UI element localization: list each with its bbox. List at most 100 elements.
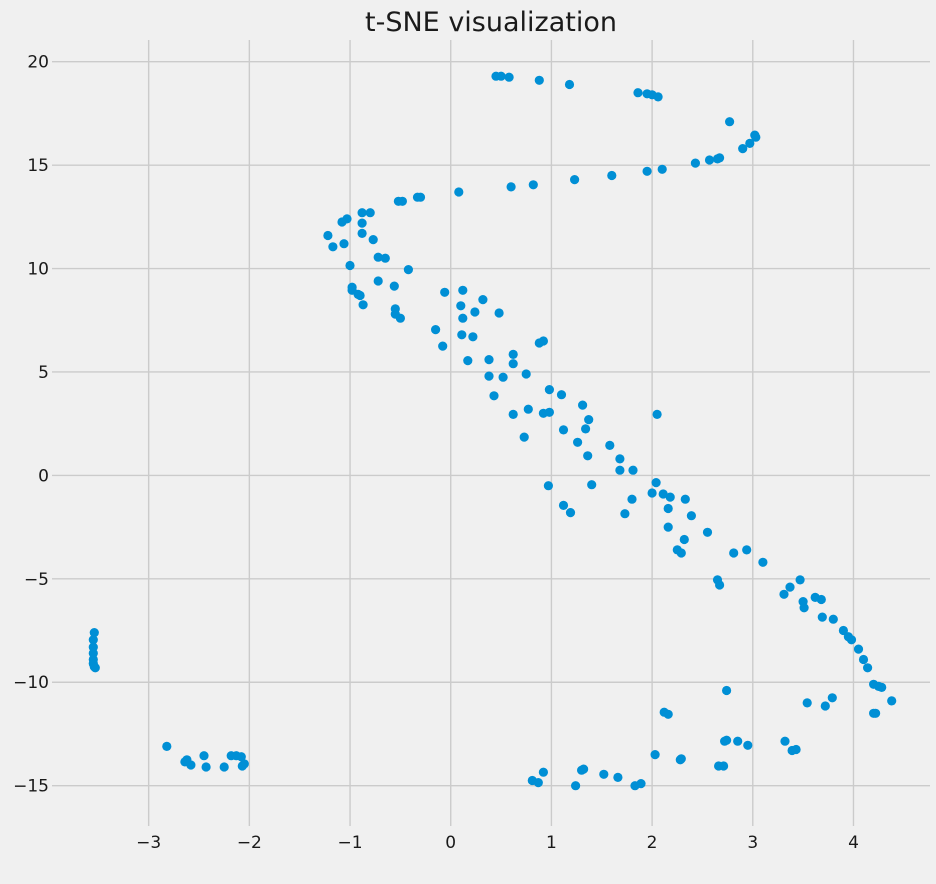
scatter-point <box>90 663 100 673</box>
scatter-point <box>357 218 367 228</box>
scatter-point <box>816 594 826 605</box>
scatter-point <box>686 511 697 521</box>
scatter-point <box>795 575 805 585</box>
scatter-point <box>779 589 789 599</box>
scatter-point <box>186 760 196 770</box>
scatter-point <box>355 290 365 301</box>
scatter-point <box>470 307 480 317</box>
scatter-point <box>89 628 99 638</box>
scatter-point <box>556 390 567 400</box>
scatter-point <box>663 522 673 532</box>
scatter-point <box>647 488 657 498</box>
scatter-point <box>463 356 473 366</box>
scatter-point <box>199 751 209 761</box>
scatter-point <box>236 752 246 762</box>
scatter-point <box>613 772 623 783</box>
scatter-point <box>484 371 494 381</box>
scatter-point <box>323 230 333 241</box>
scatter-point <box>523 404 533 414</box>
scatter-point <box>785 582 795 592</box>
y-tick-label: 0 <box>38 466 49 486</box>
scatter-point <box>494 308 504 318</box>
scatter-point <box>620 509 630 519</box>
scatter-point <box>665 492 675 502</box>
scatter-point <box>858 654 869 665</box>
scatter-point <box>704 155 715 165</box>
scatter-point <box>357 228 367 238</box>
scatter-point <box>431 325 441 335</box>
scatter-point <box>457 330 467 340</box>
scatter-point <box>871 708 881 718</box>
chart-title: t-SNE visualization <box>365 7 617 38</box>
scatter-point <box>88 635 98 645</box>
scatter-point <box>380 253 390 263</box>
grid-lines <box>52 40 930 826</box>
scatter-point <box>742 545 752 555</box>
scatter-point <box>328 242 338 252</box>
scatter-point <box>715 580 725 590</box>
scatter-point <box>498 372 508 382</box>
y-tick-label: 20 <box>27 53 49 73</box>
scatter-point <box>533 778 543 788</box>
scatter-point <box>534 75 544 85</box>
x-tick-label: −3 <box>136 833 161 853</box>
scatter-point <box>838 625 849 636</box>
scatter-point <box>345 260 355 271</box>
scatter-point <box>729 548 739 558</box>
scatter-point <box>412 192 423 202</box>
scatter-point <box>489 391 499 401</box>
scatter-point <box>587 480 597 490</box>
scatter-point <box>458 313 468 323</box>
scatter-point <box>676 548 686 558</box>
scatter-point <box>719 761 729 771</box>
scatter-point <box>615 454 625 464</box>
scatter-point <box>508 359 518 369</box>
scatter-point <box>565 507 576 518</box>
scatter-point <box>571 781 581 791</box>
scatter-point <box>636 779 646 789</box>
scatter-point <box>521 369 531 379</box>
scatter-point <box>846 635 857 645</box>
scatter-point <box>219 762 229 772</box>
scatter-point <box>478 295 488 305</box>
y-tick-label: −5 <box>24 570 49 590</box>
scatter-point <box>458 285 468 295</box>
x-tick-label: −2 <box>237 833 262 853</box>
x-tick-label: 0 <box>445 833 456 853</box>
y-tick-label: 5 <box>38 363 49 383</box>
scatter-point <box>722 685 732 696</box>
scatter-point <box>237 761 247 771</box>
scatter-point <box>799 603 809 613</box>
scatter-point <box>578 400 588 410</box>
scatter-point <box>579 764 589 774</box>
y-tick-label: 15 <box>27 156 49 176</box>
y-tick-label: 10 <box>27 260 49 280</box>
scatter-point <box>722 735 732 745</box>
scatter-point <box>828 614 838 624</box>
scatter-point <box>558 425 569 435</box>
scatter-point <box>519 432 529 442</box>
scatter-point <box>690 158 701 168</box>
scatter-point <box>605 440 615 450</box>
x-tick-label: 3 <box>747 833 758 853</box>
scatter-point <box>373 252 383 262</box>
scatter-point <box>403 265 413 275</box>
scatter-point <box>496 71 506 81</box>
scatter-point <box>544 407 555 417</box>
scatter-point <box>628 465 638 475</box>
scatter-point <box>679 534 689 545</box>
scatter-point <box>584 415 594 425</box>
scatter-point <box>201 762 211 772</box>
scatter-point <box>653 92 663 102</box>
scatter-point <box>791 744 801 755</box>
scatter-points <box>88 71 897 791</box>
scatter-point <box>650 750 660 760</box>
scatter-point <box>454 187 464 197</box>
x-tick-label: 4 <box>848 833 859 853</box>
scatter-point <box>887 696 897 706</box>
scatter-point <box>358 300 368 310</box>
scatter-point <box>357 208 367 218</box>
scatter-point <box>162 741 172 752</box>
scatter-point <box>337 217 347 227</box>
